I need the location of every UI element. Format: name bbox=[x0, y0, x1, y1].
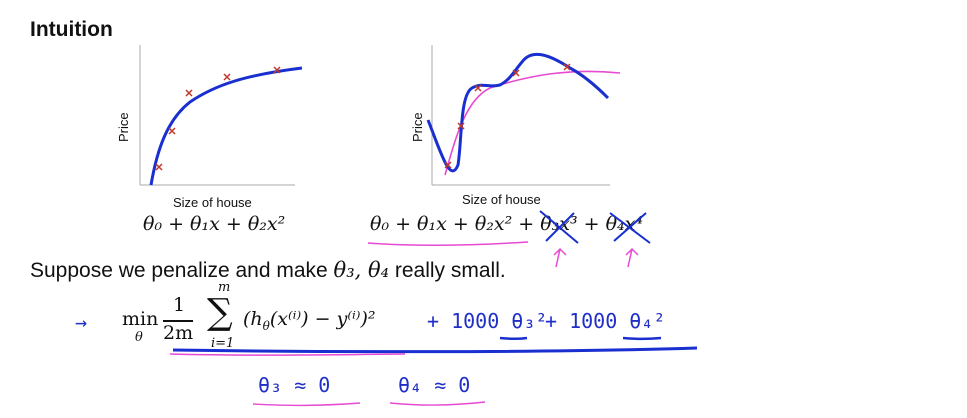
cross-out-theta3-icon bbox=[539, 210, 579, 244]
fraction-bar bbox=[163, 320, 193, 322]
objective-frac-num: 1 bbox=[173, 294, 186, 316]
left-plot-data-points bbox=[155, 66, 281, 171]
objective-underlines bbox=[169, 336, 698, 356]
data-point bbox=[444, 161, 452, 169]
arrow-icon: → bbox=[75, 310, 88, 334]
data-point bbox=[223, 73, 231, 81]
data-point bbox=[168, 127, 176, 135]
objective-body: (hθ(x⁽ⁱ⁾) − y⁽ⁱ⁾)² bbox=[243, 308, 376, 333]
right-plot bbox=[426, 45, 621, 186]
data-point bbox=[512, 69, 520, 77]
right-plot-xlabel: Size of house bbox=[462, 192, 541, 207]
data-point bbox=[273, 66, 281, 74]
penalize-statement: Suppose we penalize and make θ₃, θ₄ real… bbox=[30, 258, 506, 283]
arrow-up-theta4-icon bbox=[625, 247, 639, 268]
left-hypothesis: θ₀ + θ₁x + θ₂x² bbox=[143, 213, 286, 235]
data-point bbox=[457, 122, 465, 130]
body-sub: θ bbox=[262, 318, 270, 333]
underline-loss-icon bbox=[169, 353, 406, 356]
penalty-theta4: + 1000 θ₄² bbox=[545, 309, 666, 333]
approx-underlines bbox=[252, 401, 486, 407]
sum-symbol: ∑ bbox=[207, 292, 233, 333]
sum-bottom: i=1 bbox=[211, 336, 235, 351]
underline-theta4-icon bbox=[622, 336, 662, 340]
left-plot-xlabel: Size of house bbox=[173, 195, 252, 210]
objective-frac-den: 2m bbox=[163, 322, 194, 344]
approx-theta3: θ₃ ≈ 0 bbox=[258, 373, 331, 397]
slide-title: Intuition bbox=[30, 18, 113, 41]
hypothesis-annotations bbox=[367, 210, 651, 268]
cross-out-theta4-icon bbox=[609, 212, 651, 244]
left-plot bbox=[139, 45, 303, 186]
left-plot-ylabel: Price bbox=[116, 112, 131, 142]
data-point bbox=[185, 89, 193, 97]
objective-min: min bbox=[122, 308, 159, 330]
right-plot-ylabel: Price bbox=[410, 112, 425, 142]
objective-min-sub: θ bbox=[135, 330, 143, 345]
underline-quadratic-icon bbox=[367, 241, 529, 246]
right-hypothesis-main: θ₀ + θ₁x + θ₂x² + bbox=[370, 213, 541, 235]
right-plot-overfit-curve bbox=[426, 52, 610, 173]
right-plot-data-points bbox=[444, 63, 571, 169]
data-point bbox=[563, 63, 571, 71]
body-h: (h bbox=[243, 308, 263, 330]
penalty-theta3: + 1000 θ₃² bbox=[427, 309, 548, 333]
data-point bbox=[155, 163, 163, 171]
right-hypothesis-plus: + bbox=[577, 213, 606, 235]
underline-full-icon bbox=[172, 346, 698, 354]
underline-theta3-icon bbox=[499, 336, 528, 340]
statement-tail: really small. bbox=[389, 259, 506, 282]
arrow-up-theta3-icon bbox=[553, 247, 567, 268]
approx-underline-1-icon bbox=[252, 402, 361, 407]
sum-top: m bbox=[218, 280, 231, 295]
body-rest: (x⁽ⁱ⁾) − y⁽ⁱ⁾)² bbox=[269, 308, 376, 330]
objective-formula: → min θ 1 2m m ∑ i=1 (hθ(x⁽ⁱ⁾) − y⁽ⁱ⁾)² … bbox=[75, 280, 795, 358]
approx-underline-2-icon bbox=[389, 401, 486, 406]
statement-text: Suppose we penalize and make bbox=[30, 259, 334, 282]
left-plot-fit-curve bbox=[149, 66, 303, 186]
statement-vars: θ₃, θ₄ bbox=[333, 258, 390, 282]
approx-theta4: θ₄ ≈ 0 bbox=[398, 373, 471, 397]
data-point bbox=[474, 84, 482, 92]
